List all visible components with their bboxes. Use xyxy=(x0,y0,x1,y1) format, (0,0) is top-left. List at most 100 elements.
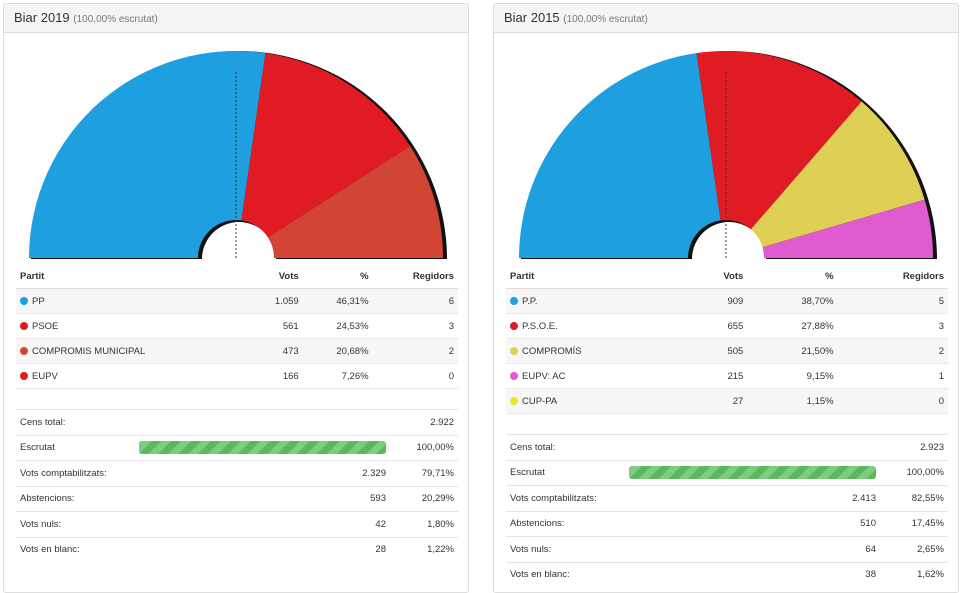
summary-value: 593 xyxy=(135,485,390,512)
summary-row: Vots nuls: 64 2,65% xyxy=(506,536,948,562)
cens-row: Cens total: 2.923 xyxy=(506,434,948,460)
escrutat-value: 100,00% xyxy=(880,459,948,486)
summary-label: Vots en blanc: xyxy=(16,536,135,562)
summary-label: Abstencions: xyxy=(16,485,135,512)
party-color-dot xyxy=(510,346,518,355)
summary-label: Vots nuls: xyxy=(16,511,135,537)
cens-label: Cens total: xyxy=(506,434,625,460)
summary-label: Abstencions: xyxy=(506,510,625,537)
party-table: Partit Vots% Regidors P.P. 909 38,70% 5 P.S.O.E… xyxy=(506,264,948,414)
summary-row: Vots en blanc: 28 1,22% xyxy=(16,536,458,562)
hemicycle-segment xyxy=(762,199,933,258)
column-header: Regidors xyxy=(372,264,458,289)
party-name-cell: EUPV: AC xyxy=(506,363,685,389)
hemicycle-chart xyxy=(519,51,937,259)
column-header: % xyxy=(747,264,838,289)
party-color-dot xyxy=(20,321,28,330)
summary-label: Vots comptabilitzats: xyxy=(506,485,625,511)
summary-row: Abstencions: 510 17,45% xyxy=(506,510,948,537)
escrutat-label: Escrutat xyxy=(506,459,625,486)
party-color-dot xyxy=(20,296,28,305)
summary-pct: 1,62% xyxy=(880,561,948,587)
party-name-cell: P.P. xyxy=(506,288,685,314)
party-name: EUPV xyxy=(32,370,58,382)
results-panel: Biar 2019 (100,00% escrutat) Partit Vots% R… xyxy=(3,3,469,593)
party-name: PP xyxy=(32,295,45,307)
summary-pct: 82,55% xyxy=(880,485,948,511)
cens-value: 2.923 xyxy=(880,434,948,460)
panel-subtitle: (100,00% escrutat) xyxy=(563,14,648,25)
summary-pct: 20,29% xyxy=(390,485,458,512)
cens-value: 2.922 xyxy=(390,409,458,435)
party-pct: 27,88% xyxy=(747,313,838,339)
party-color-dot xyxy=(510,396,518,405)
column-header: Vots xyxy=(684,264,748,289)
party-votes: 505 xyxy=(684,338,748,364)
escrutat-row: Escrutat 100,00% xyxy=(506,459,948,486)
party-name-cell: EUPV xyxy=(16,363,248,389)
escrutat-value: 100,00% xyxy=(390,434,458,461)
panel-header: Biar 2019 (100,00% escrutat) xyxy=(4,4,468,33)
cens-row: Cens total: 2.922 xyxy=(16,409,458,435)
party-name: PSOE xyxy=(32,320,59,332)
table-header: Partit Vots% Regidors xyxy=(506,264,948,289)
party-pct: 20,68% xyxy=(302,338,373,364)
table-row: P.P. 909 38,70% 5 xyxy=(506,288,948,314)
table-row: EUPV: AC 215 9,15% 1 xyxy=(506,363,948,389)
party-seats: 6 xyxy=(372,288,458,314)
progress-cell xyxy=(625,459,880,486)
party-pct: 9,15% xyxy=(747,363,838,389)
hemicycle-segment xyxy=(29,51,266,259)
panel-title: Biar 2015 xyxy=(504,10,560,25)
summary-table: Cens total: 2.923 Escrutat 100,00% Vots comp… xyxy=(506,434,948,587)
summary-row: Vots comptabilitzats: 2.329 79,71% xyxy=(16,460,458,486)
summary-row: Vots nuls: 42 1,80% xyxy=(16,511,458,537)
party-votes: 215 xyxy=(684,363,748,389)
summary-pct: 79,71% xyxy=(390,460,458,486)
summary-pct: 1,80% xyxy=(390,511,458,537)
party-votes: 166 xyxy=(247,363,303,389)
hemicycle-segment xyxy=(519,53,721,258)
party-votes: 655 xyxy=(684,313,748,339)
escrutat-progress-bar xyxy=(139,441,386,455)
party-votes: 27 xyxy=(684,388,748,414)
party-name: COMPROMIS MUNICIPAL xyxy=(32,345,146,357)
column-header: Partit xyxy=(506,264,685,289)
summary-pct: 2,65% xyxy=(880,536,948,562)
party-name-cell: PSOE xyxy=(16,313,248,339)
column-header: Partit xyxy=(16,264,248,289)
table-header: Partit Vots% Regidors xyxy=(16,264,458,289)
hemicycle-segment xyxy=(696,51,862,230)
summary-value: 28 xyxy=(135,536,390,562)
party-seats: 0 xyxy=(372,363,458,389)
summary-row: Vots en blanc: 38 1,62% xyxy=(506,561,948,587)
party-name: COMPROMÍS xyxy=(522,345,582,357)
column-header: % xyxy=(302,264,373,289)
party-pct: 21,50% xyxy=(747,338,838,364)
party-pct: 24,53% xyxy=(302,313,373,339)
summary-value: 38 xyxy=(625,561,880,587)
summary-pct: 1,22% xyxy=(390,536,458,562)
summary-label: Vots en blanc: xyxy=(506,561,625,587)
party-table: Partit Vots% Regidors PP 1.059 46,31% 6 PSOE 561… xyxy=(16,264,458,389)
table-row: COMPROMÍS 505 21,50% 2 xyxy=(506,338,948,364)
escrutat-progress-bar xyxy=(629,466,876,480)
party-color-dot xyxy=(20,371,28,380)
progress-cell xyxy=(135,434,390,461)
column-header: Vots xyxy=(247,264,303,289)
cens-label: Cens total: xyxy=(16,409,135,435)
party-name-cell: COMPROMIS MUNICIPAL xyxy=(16,338,248,364)
empty xyxy=(135,409,390,435)
escrutat-label: Escrutat xyxy=(16,434,135,461)
table-row: PP 1.059 46,31% 6 xyxy=(16,288,458,314)
panel-header: Biar 2015 (100,00% escrutat) xyxy=(494,4,958,33)
party-color-dot xyxy=(510,321,518,330)
party-name-cell: PP xyxy=(16,288,248,314)
escrutat-row: Escrutat 100,00% xyxy=(16,434,458,461)
party-color-dot xyxy=(20,346,28,355)
summary-value: 2.413 xyxy=(625,485,880,511)
party-pct: 38,70% xyxy=(747,288,838,314)
party-seats: 2 xyxy=(372,338,458,364)
party-votes: 473 xyxy=(247,338,303,364)
party-votes: 561 xyxy=(247,313,303,339)
